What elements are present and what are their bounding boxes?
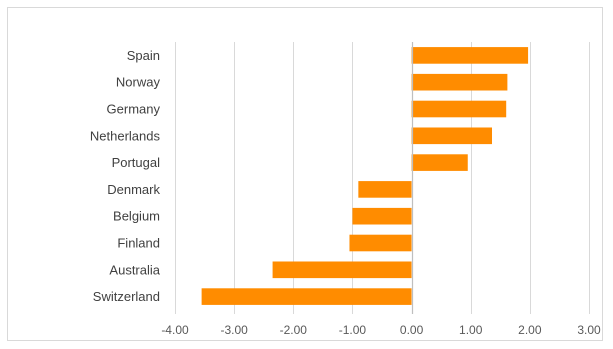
category-label: Spain — [127, 48, 160, 63]
x-tick-label: -2.00 — [280, 323, 308, 337]
x-tick-label: -4.00 — [161, 323, 189, 337]
bar — [272, 261, 412, 279]
bar — [201, 288, 412, 305]
category-label: Belgium — [113, 209, 160, 224]
category-label: Norway — [116, 75, 161, 90]
bar — [358, 181, 412, 198]
bar — [411, 154, 468, 171]
category-label: Switzerland — [93, 289, 160, 304]
bar — [411, 100, 507, 118]
bar — [349, 234, 412, 252]
bar — [411, 127, 493, 145]
category-label: Finland — [117, 236, 160, 251]
x-tick-label: 3.00 — [577, 323, 601, 337]
x-tick-label: 0.00 — [400, 323, 424, 337]
category-label: Netherlands — [90, 128, 161, 143]
x-tick-label: -3.00 — [220, 323, 248, 337]
category-label: Australia — [109, 262, 160, 277]
category-label: Germany — [107, 102, 161, 117]
bar — [352, 207, 412, 225]
category-label: Portugal — [112, 155, 161, 170]
x-tick-label: 1.00 — [459, 323, 483, 337]
bar — [411, 47, 529, 64]
category-label: Denmark — [107, 182, 160, 197]
bar — [411, 73, 508, 91]
x-tick-label: -1.00 — [339, 323, 367, 337]
x-tick-label: 2.00 — [518, 323, 542, 337]
